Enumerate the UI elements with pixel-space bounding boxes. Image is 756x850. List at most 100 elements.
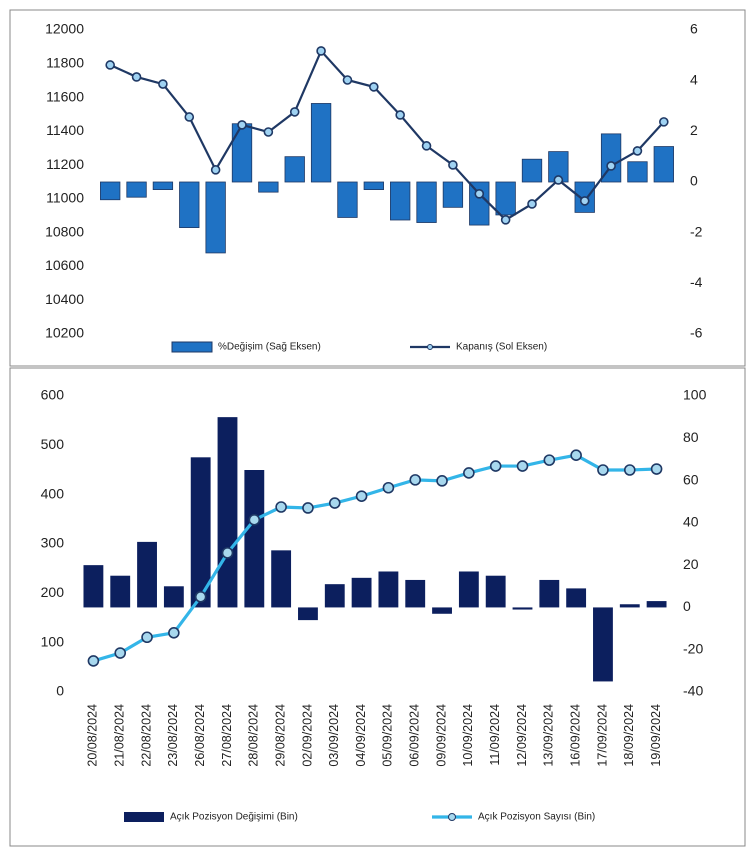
bar [284,156,305,183]
x-tick-label: 09/09/2024 [434,704,448,767]
x-tick-label: 11/09/2024 [488,704,502,766]
line-marker [474,189,485,199]
line-marker [114,647,127,659]
bar [217,417,238,608]
bar [416,181,437,223]
x-tick-label: 03/09/2024 [327,704,341,767]
y-tick-label: 11000 [46,190,84,206]
x-tick-label: 06/09/2024 [408,704,422,767]
y2-tick-label: 20 [683,556,699,572]
bar [152,181,174,190]
bar [378,571,399,608]
x-tick-label: 21/08/2024 [113,704,127,767]
y-tick-label: 10600 [45,257,84,273]
line-marker [516,460,529,472]
top-panel [9,9,746,367]
x-tick-label: 13/09/2024 [542,704,556,767]
line-marker [623,464,636,476]
line-marker [237,120,247,130]
line-marker [194,590,207,603]
bar [110,575,131,608]
y2-tick-label: 0 [690,173,698,189]
line-marker [141,631,153,644]
line-marker [342,75,353,85]
line-marker [606,161,616,171]
bar [126,181,147,198]
y2-tick-label: 2 [690,122,698,138]
y-tick-label: 11800 [46,54,84,70]
bar [190,457,211,608]
bar [163,586,184,608]
line-marker [448,160,458,170]
legend-swatch [124,812,164,822]
line-marker [579,196,590,206]
bar [244,470,265,608]
x-tick-label: 20/08/2024 [86,704,100,767]
x-tick-label: 17/09/2024 [595,704,609,767]
bar [646,601,667,608]
line-marker [131,72,142,82]
y2-tick-label: 0 [683,598,691,614]
bar [179,181,200,228]
bar [310,103,332,183]
line-marker [436,475,448,487]
bar [298,607,318,621]
bar [324,584,345,608]
line-marker [382,481,395,494]
x-tick-label: 12/09/2024 [515,704,529,767]
line-marker [302,502,314,514]
legend-label: %Değişim (Sağ Eksen) [218,342,321,353]
bar [539,579,560,608]
bar [521,158,543,183]
bar [271,550,292,608]
y2-tick-label: 100 [683,387,707,403]
y2-tick-label: 6 [690,21,698,37]
x-tick-label: 26/08/2024 [193,704,207,767]
x-tick-label: 16/09/2024 [568,704,582,767]
bar [495,181,516,216]
bar [469,181,490,226]
line-marker [275,501,287,513]
bar [258,181,279,193]
line-marker [659,117,669,127]
line-marker [328,497,341,509]
bar [627,161,648,183]
x-tick-label: 19/09/2024 [649,704,663,767]
x-tick-label: 10/09/2024 [461,704,475,767]
bar [337,181,358,218]
line-marker [210,165,221,175]
y-tick-label: 0 [56,683,64,699]
y-tick-label: 500 [41,436,65,452]
line-marker [289,107,300,117]
bar [619,604,640,608]
bar [100,181,121,201]
line-marker [543,454,556,466]
line-marker [597,464,609,476]
bar [137,541,157,608]
line-marker [553,175,564,185]
line-marker [248,514,261,526]
legend-marker [427,344,433,350]
legend-label: Açık Pozisyon Değişimi (Bin) [170,812,298,823]
y-tick-label: 100 [41,633,65,649]
legend-swatch [171,341,213,353]
bar [83,565,104,608]
line-marker [316,46,326,56]
legend-label: Kapanış (Sol Eksen) [456,342,547,353]
line-marker [527,199,537,209]
legend-label: Açık Pozisyon Sayısı (Bin) [478,812,595,823]
bar [363,181,384,190]
y2-tick-label: -20 [683,640,703,656]
y-tick-label: 11600 [46,88,84,104]
x-tick-label: 02/09/2024 [300,704,314,767]
x-tick-label: 28/08/2024 [247,704,261,767]
y-tick-label: 12000 [45,21,84,37]
y2-tick-label: -6 [690,325,703,341]
bar [653,146,674,183]
line-marker [395,110,405,120]
y2-tick-label: 80 [683,429,699,445]
x-tick-label: 04/09/2024 [354,704,368,767]
bar [231,123,253,183]
y2-tick-label: 4 [690,71,698,87]
